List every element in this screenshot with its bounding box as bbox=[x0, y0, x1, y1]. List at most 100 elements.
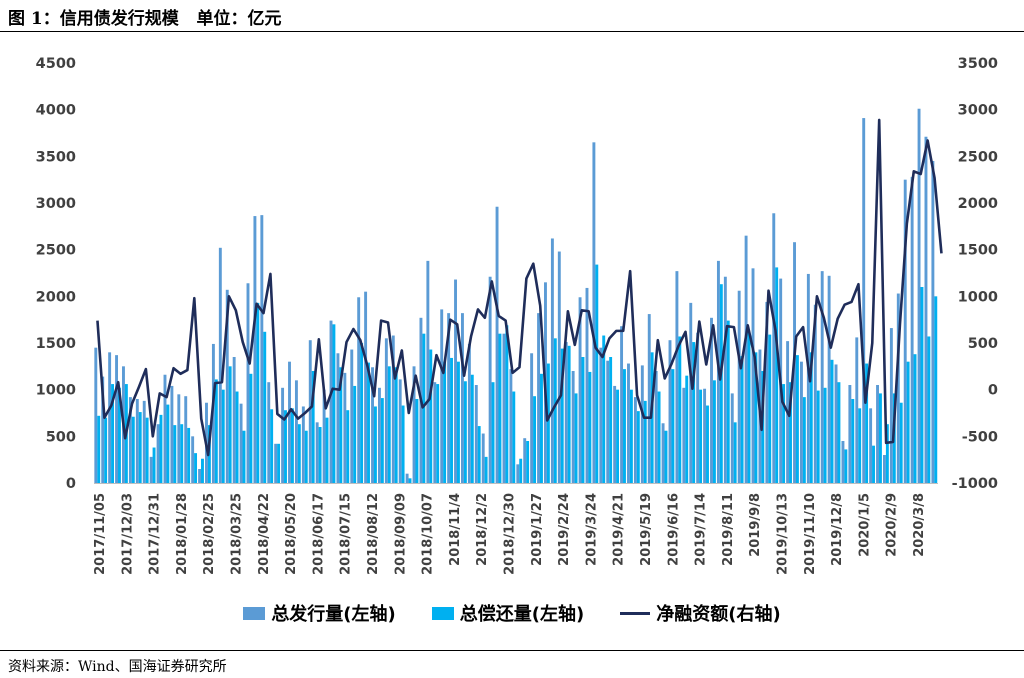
right-tick-label: 2000 bbox=[958, 196, 998, 212]
repayment-bar bbox=[221, 389, 225, 483]
issuance-bar bbox=[620, 326, 624, 483]
issuance-bar bbox=[654, 371, 658, 483]
issuance-bar bbox=[384, 338, 388, 483]
issuance-bar bbox=[343, 372, 347, 483]
repayment-bar bbox=[290, 408, 294, 483]
x-tick-label: 2019/8/11 bbox=[721, 493, 736, 566]
repayment-bar bbox=[844, 449, 848, 483]
x-tick-label: 2019/7/14 bbox=[694, 493, 709, 566]
repayment-bar bbox=[526, 441, 530, 483]
repayment-bar bbox=[636, 411, 640, 483]
left-tick-label: 1500 bbox=[36, 336, 76, 352]
repayment-bar bbox=[173, 425, 177, 483]
repayment-bar bbox=[284, 410, 287, 483]
issuance-bar bbox=[149, 456, 153, 483]
issuance-bar bbox=[737, 290, 741, 483]
repayment-bar bbox=[795, 355, 799, 483]
repayment-bar bbox=[373, 406, 377, 483]
repayment-bar bbox=[263, 331, 267, 483]
x-tick-label: 2018/04/22 bbox=[257, 493, 272, 575]
issuance-bar bbox=[184, 396, 188, 483]
repayment-bar bbox=[498, 333, 502, 483]
x-tick-label: 2019/5/19 bbox=[639, 493, 654, 566]
issuance-bar bbox=[301, 406, 305, 483]
repayment-bar bbox=[567, 345, 571, 483]
issuance-bar bbox=[903, 179, 907, 484]
repayment-bar bbox=[533, 396, 536, 483]
issuance-bar bbox=[135, 399, 139, 483]
issuance-bar bbox=[813, 304, 817, 483]
repayment-bar bbox=[484, 456, 488, 483]
issuance-bar bbox=[239, 403, 243, 483]
issuance-bar bbox=[461, 313, 464, 483]
repayment-bar bbox=[878, 393, 882, 483]
legend-label-net: 净融资额(右轴) bbox=[656, 604, 781, 625]
issuance-bar bbox=[108, 352, 112, 483]
repayment-bar bbox=[706, 405, 709, 483]
legend-item-issuance: 总发行量(左轴) bbox=[243, 600, 396, 626]
left-tick-label: 500 bbox=[46, 429, 76, 445]
repayment-bar bbox=[235, 391, 239, 483]
x-tick-label: 2019/1/27 bbox=[530, 493, 545, 566]
repayment-bar bbox=[422, 333, 426, 483]
repayment-bar bbox=[775, 267, 779, 483]
repayment-bar bbox=[152, 447, 156, 483]
repayment-bar bbox=[339, 367, 343, 483]
repayment-bar bbox=[159, 414, 163, 483]
x-tick-label: 2019/3/24 bbox=[584, 493, 599, 566]
issuance-bar bbox=[537, 313, 541, 483]
issuance-bar bbox=[571, 371, 575, 483]
repayment-bar bbox=[380, 398, 384, 483]
x-tick-label: 2019/4/21 bbox=[612, 493, 627, 566]
repayment-bar bbox=[712, 380, 716, 483]
repayment-bar bbox=[450, 357, 453, 483]
repayment-bar bbox=[865, 363, 869, 483]
repayment-bar bbox=[194, 453, 198, 483]
issuance-bar bbox=[516, 464, 520, 483]
left-tick-label: 2000 bbox=[36, 289, 76, 305]
repayment-bar bbox=[228, 366, 232, 483]
issuance-bar bbox=[550, 238, 554, 483]
repayment-bar bbox=[546, 363, 550, 483]
x-tick-label: 2018/12/30 bbox=[503, 493, 518, 575]
issuance-bar bbox=[848, 385, 852, 483]
issuance-bar bbox=[218, 247, 222, 483]
repayment-bar bbox=[367, 362, 370, 483]
repayment-bar bbox=[443, 361, 447, 483]
issuance-bar bbox=[294, 380, 298, 483]
repayment-bar bbox=[187, 427, 191, 483]
issuance-bar bbox=[675, 271, 679, 483]
issuance-bar bbox=[481, 433, 485, 483]
legend-swatch-issuance bbox=[243, 606, 266, 620]
repayment-bar bbox=[623, 369, 626, 483]
x-tick-label: 2018/10/07 bbox=[421, 493, 436, 575]
legend-swatch-net bbox=[620, 611, 651, 615]
repayment-bar bbox=[118, 387, 121, 483]
repayment-bar bbox=[277, 443, 281, 483]
issuance-bar bbox=[661, 423, 665, 483]
right-tick-label: 3000 bbox=[958, 103, 998, 119]
issuance-bar bbox=[772, 213, 776, 483]
repayment-bar bbox=[816, 390, 820, 483]
repayment-bar bbox=[408, 478, 412, 483]
repayment-bar bbox=[304, 430, 308, 483]
repayment-bar bbox=[415, 399, 419, 483]
right-tick-label: -1000 bbox=[952, 476, 998, 492]
issuance-bar bbox=[689, 302, 693, 483]
issuance-bar bbox=[827, 275, 831, 483]
issuance-bar bbox=[799, 361, 803, 483]
repayment-bar bbox=[699, 389, 703, 483]
issuance-bar bbox=[357, 297, 361, 483]
x-tick-label: 2019/2/24 bbox=[557, 493, 572, 566]
repayment-bar bbox=[394, 367, 398, 483]
repayment-bar bbox=[595, 264, 599, 483]
issuance-bar bbox=[723, 276, 727, 483]
issuance-bar bbox=[391, 335, 395, 483]
repayment-bar bbox=[789, 382, 792, 483]
repayment-bar bbox=[519, 458, 523, 483]
repayment-bar bbox=[602, 335, 606, 483]
issuance-bar bbox=[274, 443, 278, 483]
repayment-bar bbox=[920, 287, 924, 483]
issuance-bar bbox=[730, 393, 734, 483]
issuance-bar bbox=[841, 441, 845, 483]
